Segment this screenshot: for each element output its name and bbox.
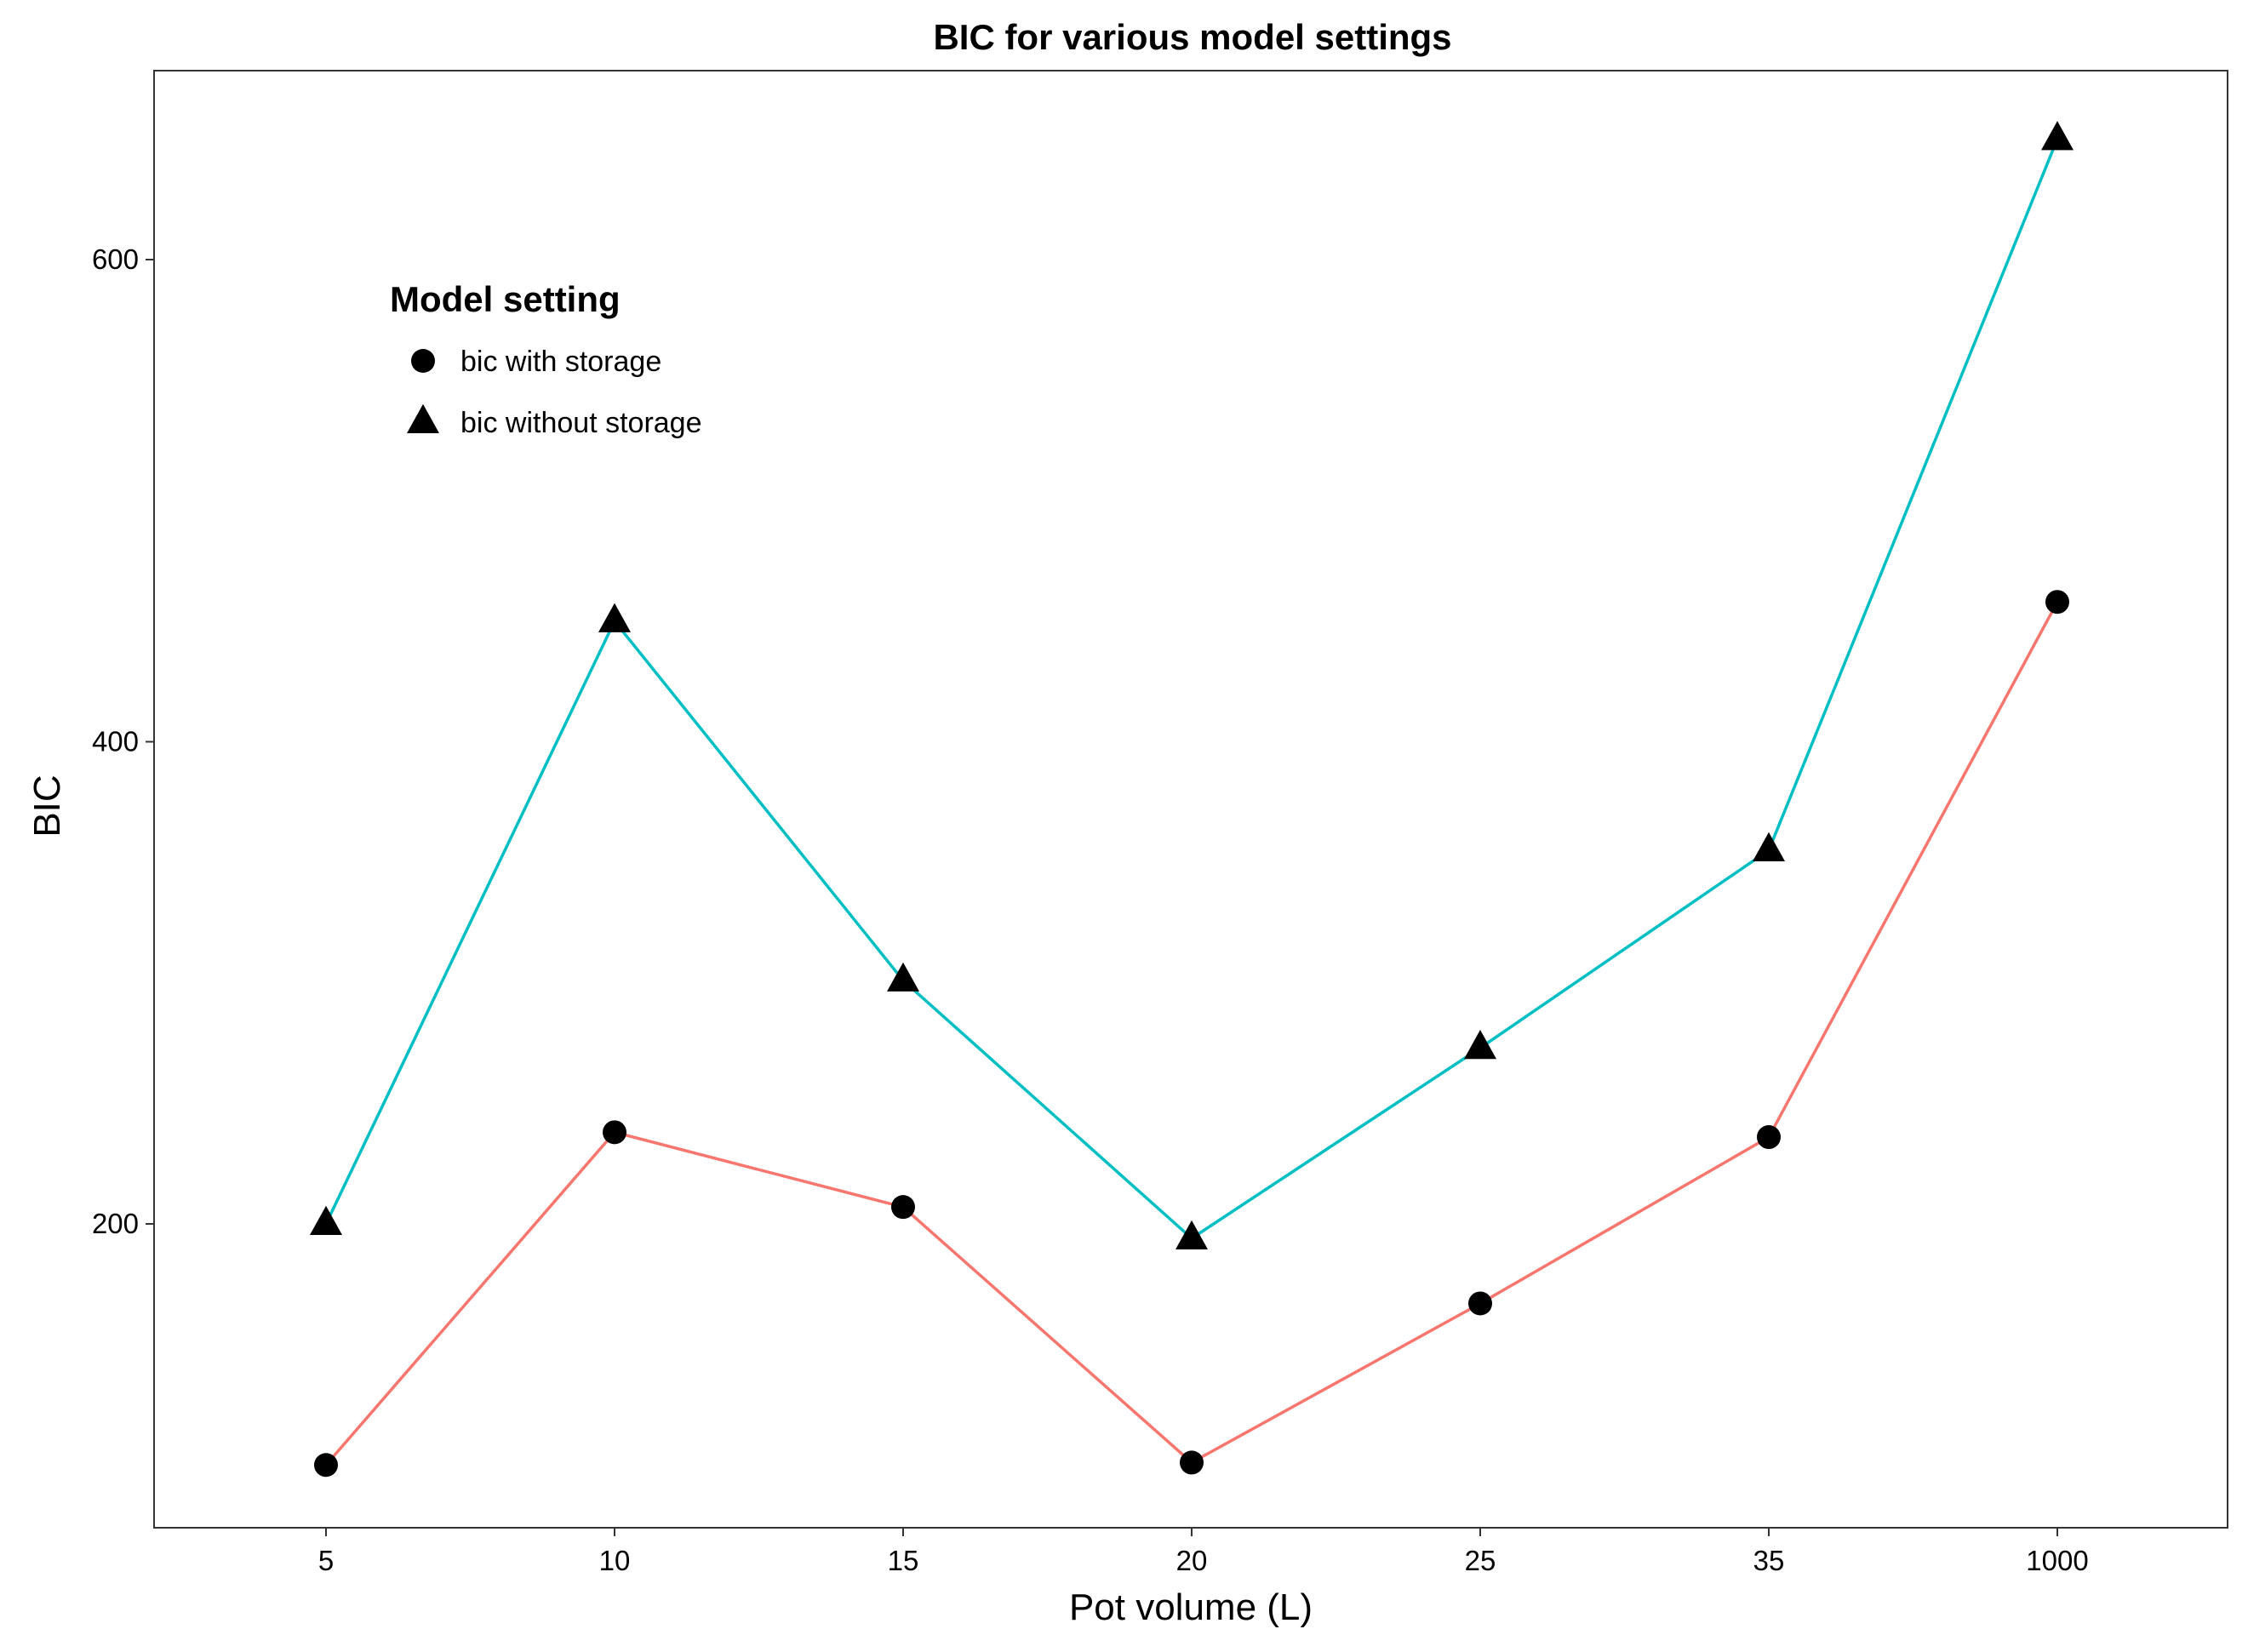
x-axis-title: Pot volume (L) bbox=[1069, 1586, 1313, 1628]
data-point-triangle bbox=[2041, 121, 2074, 151]
legend: Model setting bic with storage bic withou… bbox=[390, 279, 702, 439]
x-tick-label: 35 bbox=[1753, 1545, 1785, 1576]
data-point-triangle bbox=[887, 962, 919, 992]
legend-key-circle bbox=[411, 349, 435, 373]
y-tick-label: 600 bbox=[92, 243, 139, 275]
chart-title: BIC for various model settings bbox=[933, 17, 1451, 57]
data-point-triangle bbox=[1175, 1220, 1208, 1249]
data-point-triangle bbox=[1464, 1030, 1496, 1060]
x-tick-label: 20 bbox=[1176, 1545, 1208, 1576]
x-tick-label: 1000 bbox=[2026, 1545, 2088, 1576]
x-axis: 5 10 15 20 25 35 1000 bbox=[318, 1528, 2089, 1576]
legend-label: bic without storage bbox=[460, 407, 702, 439]
y-tick-label: 200 bbox=[92, 1208, 139, 1239]
legend-label: bic with storage bbox=[460, 346, 661, 378]
data-point-circle bbox=[1757, 1125, 1781, 1150]
data-point-circle bbox=[2045, 590, 2069, 614]
x-tick-label: 10 bbox=[599, 1545, 631, 1576]
data-point-circle bbox=[1180, 1450, 1204, 1475]
x-tick-label: 25 bbox=[1465, 1545, 1496, 1576]
data-point-circle bbox=[1468, 1291, 1492, 1316]
data-point-circle bbox=[314, 1453, 338, 1478]
data-point-triangle bbox=[310, 1205, 342, 1235]
legend-title: Model setting bbox=[390, 279, 621, 319]
series-markers bbox=[310, 121, 2074, 1478]
data-point-triangle bbox=[1753, 832, 1785, 861]
y-axis-title: BIC bbox=[26, 775, 68, 837]
y-tick-label: 400 bbox=[92, 726, 139, 757]
x-tick-label: 15 bbox=[888, 1545, 919, 1576]
data-point-circle bbox=[891, 1195, 915, 1220]
x-tick-label: 5 bbox=[318, 1545, 334, 1576]
data-point-circle bbox=[603, 1120, 626, 1145]
y-axis: 200 400 600 bbox=[92, 243, 154, 1239]
legend-key-triangle bbox=[407, 403, 439, 433]
data-point-triangle bbox=[598, 603, 631, 632]
